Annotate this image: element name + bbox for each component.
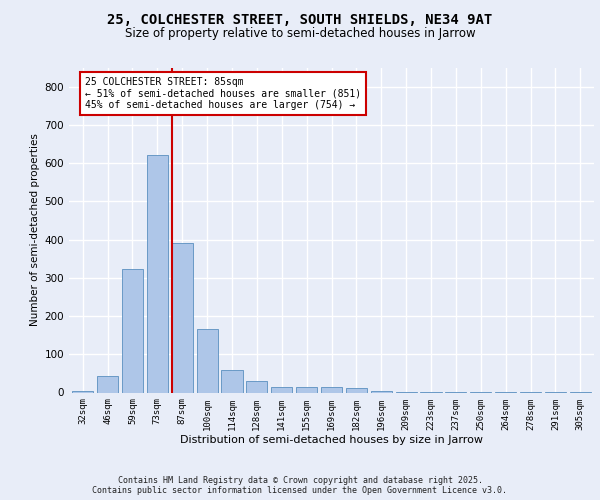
- Bar: [172, 244, 193, 392]
- Bar: [197, 330, 218, 392]
- Bar: [271, 387, 292, 392]
- Bar: [72, 390, 93, 392]
- Bar: [296, 387, 317, 392]
- Text: 25, COLCHESTER STREET, SOUTH SHIELDS, NE34 9AT: 25, COLCHESTER STREET, SOUTH SHIELDS, NE…: [107, 12, 493, 26]
- Text: Size of property relative to semi-detached houses in Jarrow: Size of property relative to semi-detach…: [125, 28, 475, 40]
- Bar: [147, 155, 168, 392]
- Bar: [221, 370, 242, 392]
- Bar: [97, 376, 118, 392]
- X-axis label: Distribution of semi-detached houses by size in Jarrow: Distribution of semi-detached houses by …: [180, 435, 483, 445]
- Bar: [346, 388, 367, 392]
- Bar: [321, 387, 342, 392]
- Bar: [122, 270, 143, 392]
- Text: 25 COLCHESTER STREET: 85sqm
← 51% of semi-detached houses are smaller (851)
45% : 25 COLCHESTER STREET: 85sqm ← 51% of sem…: [85, 77, 361, 110]
- Text: Contains HM Land Registry data © Crown copyright and database right 2025.
Contai: Contains HM Land Registry data © Crown c…: [92, 476, 508, 495]
- Y-axis label: Number of semi-detached properties: Number of semi-detached properties: [31, 134, 40, 326]
- Bar: [246, 382, 268, 392]
